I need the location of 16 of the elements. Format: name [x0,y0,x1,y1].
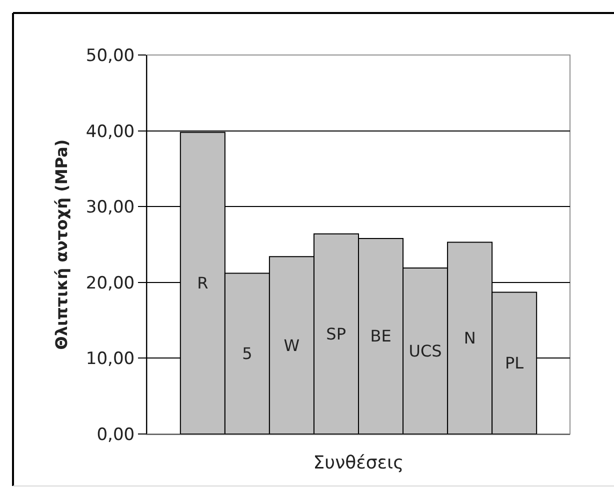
series-label: PL [504,354,524,373]
y-axis-title: Θλιπτική αντοχή (MPa) [52,139,71,350]
y-tick-label: 10,00 [86,349,135,370]
series-label: UCS [408,342,442,360]
x-axis-title: Συνθέσεις [313,452,404,474]
series-label: R [197,274,208,293]
series-label: N [464,328,476,348]
y-tick-label: 50,00 [86,46,135,66]
series-label: W [284,336,300,355]
y-tick-label: 30,00 [86,198,135,218]
series-label: SP [326,324,346,344]
y-tick-label: 0,00 [96,424,135,445]
series-label: 5 [242,344,252,364]
y-tick-label: 40,00 [86,122,135,142]
y-tick-label: 20,00 [86,273,135,294]
series-label: BE [370,326,392,346]
